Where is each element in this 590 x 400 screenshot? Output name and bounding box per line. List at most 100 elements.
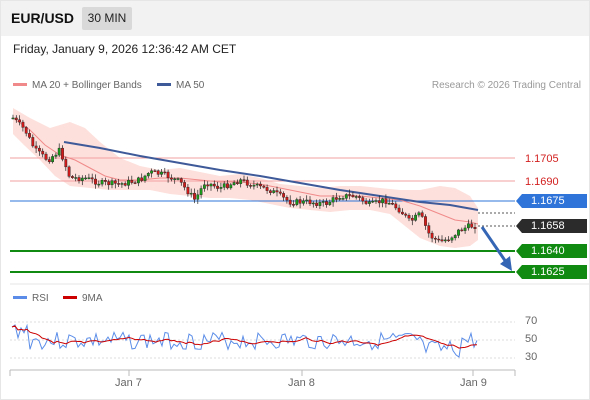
ma50-line	[63, 141, 479, 211]
candle-body	[136, 177, 140, 184]
candle-body	[202, 184, 206, 189]
candle-body	[232, 182, 236, 185]
candle-body	[97, 183, 101, 186]
candle-body	[381, 198, 384, 204]
candle-body	[407, 215, 411, 219]
candle-body	[38, 147, 41, 152]
candle-body	[113, 180, 117, 184]
candle-body	[272, 190, 276, 193]
candle-body	[206, 184, 210, 187]
candle-body	[450, 237, 454, 241]
candle-body	[199, 188, 203, 195]
candle-body	[150, 170, 153, 174]
x-label-jan8: Jan 8	[288, 377, 315, 389]
candle-body	[103, 180, 107, 182]
candle-body	[44, 153, 48, 160]
candle-body	[123, 183, 127, 186]
bollinger-band	[13, 108, 478, 248]
candle-body	[146, 173, 150, 177]
candle-body	[70, 176, 74, 178]
candle-body	[262, 185, 266, 188]
candle-body	[133, 182, 137, 184]
candle-body	[216, 185, 219, 189]
candle-body	[18, 119, 21, 123]
candle-body	[156, 170, 160, 175]
candle-body	[34, 145, 38, 149]
candle-body	[239, 179, 243, 184]
candle-body	[457, 229, 460, 236]
rsi-tick-30: 30	[525, 351, 538, 363]
candle-body	[285, 197, 289, 201]
candle-body	[163, 171, 167, 174]
candle-body	[371, 200, 375, 203]
candle-body	[434, 238, 437, 240]
candle-body	[443, 239, 447, 242]
candle-body	[14, 117, 18, 120]
candle-body	[87, 177, 91, 179]
chart-header: EUR/USD 30 MIN	[0, 0, 590, 36]
candle-body	[28, 133, 31, 138]
rsi-ma-label: 9MA	[82, 293, 103, 304]
candle-body	[404, 213, 408, 216]
candle-body	[21, 121, 25, 128]
candle-body	[351, 194, 355, 197]
support-2-label: 1.1625	[516, 265, 587, 279]
candle-body	[453, 235, 457, 239]
candle-body	[437, 238, 441, 241]
legend-rsi: RSI	[13, 293, 49, 304]
candle-body	[259, 183, 262, 187]
candle-body	[226, 183, 229, 189]
rsi-tick-50: 50	[525, 333, 538, 345]
candle-body	[440, 239, 444, 242]
candle-body	[265, 187, 269, 191]
candle-body	[364, 200, 368, 204]
candle-body	[212, 183, 216, 187]
candle-body	[235, 182, 239, 184]
candle-body	[110, 180, 114, 186]
candle-body	[292, 204, 295, 206]
candle-body	[460, 229, 464, 232]
candle-body	[377, 200, 381, 204]
candle-body	[242, 179, 246, 181]
rsi-ma-line	[11, 325, 478, 349]
candle-body	[173, 178, 177, 180]
candle-body	[467, 223, 470, 229]
candle-body	[318, 202, 322, 206]
candle-body	[107, 181, 111, 186]
support-1-label: 1.1640	[516, 244, 587, 258]
candle-body	[189, 192, 193, 195]
timeframe-button[interactable]: 30 MIN	[82, 7, 132, 30]
candle-body	[325, 201, 328, 205]
candle-body	[368, 201, 371, 204]
timestamp: Friday, January 9, 2026 12:36:42 AM CET	[13, 42, 237, 56]
forecast-arrow-head	[500, 256, 512, 271]
candle-body	[394, 203, 398, 209]
candle-body	[420, 212, 424, 217]
candle-body	[338, 198, 342, 200]
candle-body	[427, 225, 431, 234]
rsi-line	[11, 323, 478, 358]
rsi-label: RSI	[32, 293, 49, 304]
candle-body	[100, 180, 104, 185]
candle-body	[463, 227, 467, 231]
candle-body	[80, 177, 84, 181]
candle-body	[397, 207, 401, 213]
ma20-label: MA 20 + Bollinger Bands	[32, 80, 142, 91]
candle-body	[252, 184, 256, 187]
candle-body	[302, 200, 305, 204]
candle-body	[308, 199, 312, 204]
candle-body	[140, 177, 144, 181]
candle-body	[331, 197, 335, 203]
candle-body	[186, 186, 190, 195]
candle-body	[417, 212, 421, 216]
candle-body	[275, 190, 279, 193]
candle-body	[41, 150, 45, 155]
candle-body	[130, 180, 134, 183]
legend-ma50: MA 50	[157, 80, 204, 91]
resistance-1-label: 1.1690	[525, 176, 559, 188]
candle-body	[11, 117, 15, 120]
candle-body	[288, 199, 292, 205]
candle-body	[54, 154, 58, 157]
ma50-label: MA 50	[176, 80, 205, 91]
